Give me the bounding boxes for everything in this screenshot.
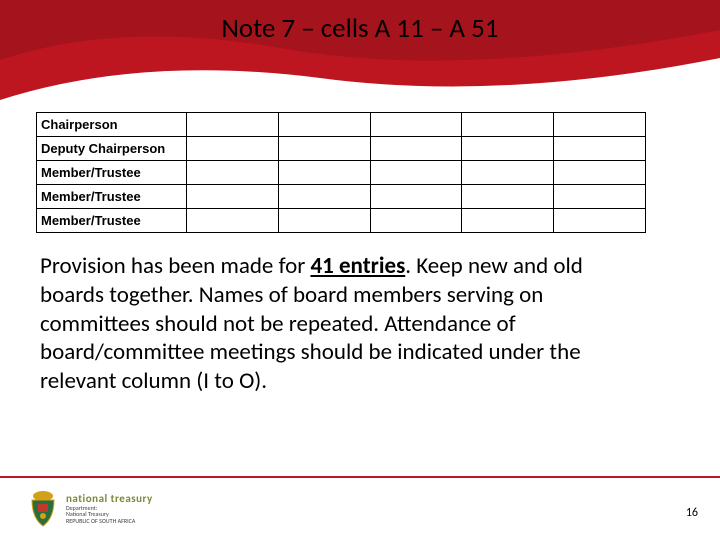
roles-table: Chairperson Deputy Chairperson Member/Tr… <box>36 112 646 233</box>
row-label: Member/Trustee <box>37 161 187 185</box>
row-label: Deputy Chairperson <box>37 137 187 161</box>
body-seg1: Provision has been made for <box>40 252 310 280</box>
body-emphasis: 41 entries <box>310 252 405 280</box>
body-text: Provision has been made for 41 entries. … <box>40 252 648 396</box>
footer-divider <box>0 476 720 478</box>
row-label: Member/Trustee <box>37 209 187 233</box>
table-row: Member/Trustee <box>37 161 646 185</box>
table-row: Member/Trustee <box>37 185 646 209</box>
row-label: Member/Trustee <box>37 185 187 209</box>
row-label: Chairperson <box>37 113 187 137</box>
logo-text: national treasury Department: National T… <box>66 492 153 525</box>
footer-logo: national treasury Department: National T… <box>26 488 153 528</box>
slide-title: Note 7 – cells A 11 – A 51 <box>0 12 720 45</box>
table-row: Member/Trustee <box>37 209 646 233</box>
logo-line1: national treasury <box>66 492 153 505</box>
logo-line2c: REPUBLIC OF SOUTH AFRICA <box>66 518 153 525</box>
table-row: Chairperson <box>37 113 646 137</box>
page-number: 16 <box>686 506 698 520</box>
coat-of-arms-icon <box>26 488 60 528</box>
table-row: Deputy Chairperson <box>37 137 646 161</box>
